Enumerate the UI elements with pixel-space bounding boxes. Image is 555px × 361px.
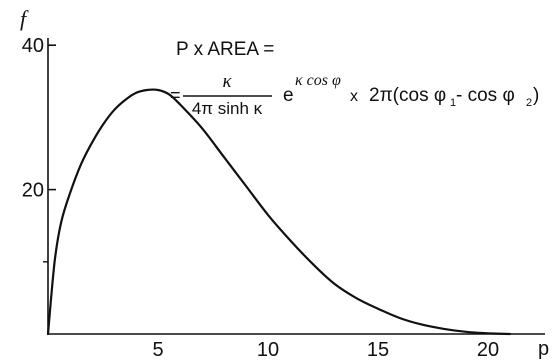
x-axis-label: p	[538, 338, 549, 360]
formula: P x AREA = = κ 4π sinh κ e κ cos φ x 2π(…	[170, 39, 539, 118]
formula-exp-base: e	[283, 85, 294, 106]
y-tick-label: 20	[22, 180, 44, 202]
formula-sub2: 2	[526, 97, 532, 109]
formula-numerator: κ	[222, 71, 232, 92]
formula-eq2: =	[170, 85, 181, 105]
formula-times: x	[350, 88, 358, 105]
formula-tail: 2π(cos φ	[369, 85, 446, 106]
y-tick-label: 40	[22, 35, 44, 57]
formula-sub1: 1	[450, 97, 456, 109]
formula-line1: P x AREA =	[176, 39, 274, 60]
x-tick-label: 10	[257, 339, 279, 361]
formula-exponent: κ cos φ	[295, 72, 341, 89]
y-axis-label: f	[20, 6, 29, 31]
x-tick-label: 20	[477, 339, 499, 361]
formula-denominator: 4π sinh κ	[192, 99, 263, 118]
x-ticks: 5 10 15 20	[152, 339, 499, 361]
formula-minus: - cos φ	[456, 85, 515, 106]
series-line	[46, 88, 512, 336]
x-tick-label: 15	[367, 339, 389, 361]
formula-close: )	[533, 85, 539, 106]
x-tick-label: 5	[152, 339, 163, 361]
